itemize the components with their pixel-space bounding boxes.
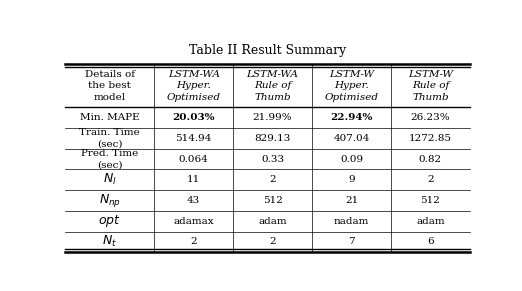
Text: $opt$: $opt$ [98, 213, 121, 229]
Text: 2: 2 [269, 175, 276, 184]
Text: 2: 2 [269, 237, 276, 246]
Text: Train. Time
(sec): Train. Time (sec) [79, 128, 140, 149]
Text: Pred. Time
(sec): Pred. Time (sec) [81, 149, 138, 169]
Text: 407.04: 407.04 [333, 134, 370, 143]
Text: LSTM-WA
Rule of
Thumb: LSTM-WA Rule of Thumb [246, 70, 299, 102]
Text: 11: 11 [187, 175, 200, 184]
Text: adam: adam [416, 217, 445, 226]
Text: nadam: nadam [334, 217, 369, 226]
Text: 2: 2 [191, 237, 197, 246]
Text: 26.23%: 26.23% [410, 113, 450, 122]
Text: Table II Result Summary: Table II Result Summary [189, 44, 346, 57]
Text: LSTM-W
Hyper.
Optimised: LSTM-W Hyper. Optimised [325, 70, 378, 102]
Text: $N_{np}$: $N_{np}$ [99, 192, 121, 209]
Text: 22.94%: 22.94% [330, 113, 373, 122]
Text: Details of
the best
model: Details of the best model [85, 70, 135, 102]
Text: $N_l$: $N_l$ [103, 172, 116, 187]
Text: 21.99%: 21.99% [253, 113, 292, 122]
Text: 512: 512 [420, 196, 440, 205]
Text: 0.82: 0.82 [419, 155, 442, 164]
Text: 20.03%: 20.03% [172, 113, 215, 122]
Text: 9: 9 [348, 175, 355, 184]
Text: $N_t$: $N_t$ [102, 234, 117, 249]
Text: 0.33: 0.33 [261, 155, 284, 164]
Text: 2: 2 [427, 175, 434, 184]
Text: LSTM-W
Rule of
Thumb: LSTM-W Rule of Thumb [408, 70, 453, 102]
Text: 0.09: 0.09 [340, 155, 363, 164]
Text: 21: 21 [345, 196, 358, 205]
Text: Min. MAPE: Min. MAPE [80, 113, 139, 122]
Text: 6: 6 [427, 237, 434, 246]
Text: 829.13: 829.13 [254, 134, 291, 143]
Text: LSTM-WA
Hyper.
Optimised: LSTM-WA Hyper. Optimised [167, 70, 221, 102]
Text: 0.064: 0.064 [179, 155, 209, 164]
Text: 514.94: 514.94 [175, 134, 212, 143]
Text: 7: 7 [348, 237, 355, 246]
Text: 43: 43 [187, 196, 200, 205]
Text: 1272.85: 1272.85 [409, 134, 452, 143]
Text: adam: adam [258, 217, 287, 226]
Text: 512: 512 [263, 196, 282, 205]
Text: adamax: adamax [173, 217, 214, 226]
